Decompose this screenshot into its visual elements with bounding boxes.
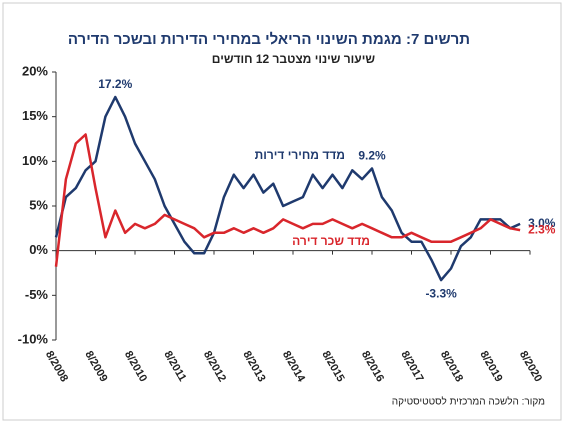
x-tick-label: 8/2015: [319, 349, 346, 384]
chart-title: תרשים 7: מגמת השינוי הריאלי במחירי הדירו…: [68, 31, 470, 48]
source: מקור: הלשכה המרכזית לסטטיסטיקה: [392, 396, 545, 408]
x-tick-label: 8/2019: [477, 349, 504, 384]
data-label: 17.2%: [98, 77, 132, 91]
line-series: [54, 95, 521, 282]
x-tick-label: 8/2014: [280, 349, 308, 385]
data-label: -3.3%: [425, 286, 457, 300]
x-tick-label: 8/2009: [82, 349, 109, 384]
chart-subtitle: שיעור שינוי מצטבר 12 חודשים: [212, 52, 376, 66]
x-tick-label: 8/2016: [359, 349, 386, 384]
y-tick-label: 5%: [29, 197, 48, 212]
series-label: מדד מחירי דירות: [255, 148, 345, 162]
line-series: [54, 133, 521, 267]
y-tick-label: 0%: [29, 242, 48, 257]
y-tick-label: 15%: [22, 108, 48, 123]
x-tick-label: 8/2017: [398, 349, 425, 384]
y-tick-label: -5%: [25, 287, 49, 302]
x-tick-label: 8/2010: [122, 349, 149, 384]
data-label: 2.3%: [528, 222, 556, 236]
y-tick-label: -10%: [18, 331, 49, 346]
x-tick-label: 8/2011: [161, 349, 188, 384]
series-label: מדד שכר דירה: [292, 234, 370, 248]
x-tick-label: 8/2012: [201, 349, 228, 384]
data-label: 9.2%: [358, 149, 386, 163]
x-tick-label: 8/2008: [43, 349, 70, 384]
y-tick-label: 10%: [22, 153, 48, 168]
x-tick-label: 8/2018: [438, 349, 465, 384]
data-label: 3.0%: [528, 216, 556, 230]
y-tick-label: 20%: [22, 63, 48, 78]
x-tick-label: 8/2013: [240, 349, 267, 384]
x-tick-label: 8/2020: [517, 349, 544, 384]
frame: [2, 2, 562, 421]
